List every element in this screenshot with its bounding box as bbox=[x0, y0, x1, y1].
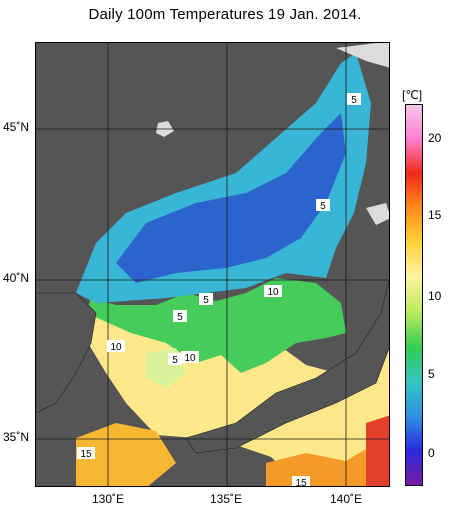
kuroshio-warm-core bbox=[366, 415, 389, 486]
contour-label: 5 bbox=[203, 295, 209, 306]
map-title: Daily 100m Temperatures 19 Jan. 2014. bbox=[88, 6, 362, 23]
contour-label: 5 bbox=[351, 95, 357, 106]
green-transition-zone bbox=[86, 278, 346, 373]
contour-label: 10 bbox=[184, 353, 196, 364]
lat-label-35: 35˚N bbox=[3, 430, 30, 444]
contour-label: 5 bbox=[320, 201, 326, 212]
warm-water-southeast bbox=[266, 434, 389, 486]
coldest-core bbox=[116, 113, 346, 283]
colorbar-tick-5: 5 bbox=[428, 367, 435, 381]
contour-label: 5 bbox=[177, 312, 183, 323]
temperature-map: 5 5 5 10 5 10 5 10 15 15 bbox=[35, 42, 390, 487]
contour-label: 10 bbox=[110, 342, 122, 353]
contour-label: 5 bbox=[172, 355, 178, 366]
ice-patch-2 bbox=[366, 203, 389, 225]
japan-honshu bbox=[185, 279, 389, 454]
lat-label-45: 45˚N bbox=[3, 120, 30, 134]
contour-labels: 5 5 5 10 5 10 5 10 15 15 bbox=[77, 93, 361, 487]
lon-label-135: 135˚E bbox=[210, 492, 243, 506]
colorbar-tick-10: 10 bbox=[428, 289, 442, 303]
colorbar-tick-20: 20 bbox=[428, 131, 442, 145]
lat-label-40: 40˚N bbox=[3, 271, 30, 285]
colorbar-tick-0: 0 bbox=[428, 446, 435, 460]
contour-label: 15 bbox=[80, 449, 92, 460]
map-graticule bbox=[36, 43, 389, 486]
contour-label: 15 bbox=[295, 478, 307, 487]
lon-label-130: 130˚E bbox=[92, 492, 125, 506]
contour-label: 10 bbox=[267, 287, 279, 298]
ice-patch-3 bbox=[336, 43, 389, 68]
lon-label-140: 140˚E bbox=[330, 492, 363, 506]
temperature-colorbar bbox=[405, 104, 423, 486]
sea-temperature-field: 5 5 5 10 5 10 5 10 15 15 bbox=[36, 43, 389, 487]
colorbar-unit: [℃] bbox=[402, 88, 423, 102]
colorbar-tick-15: 15 bbox=[428, 208, 442, 222]
korean-peninsula bbox=[36, 292, 97, 414]
